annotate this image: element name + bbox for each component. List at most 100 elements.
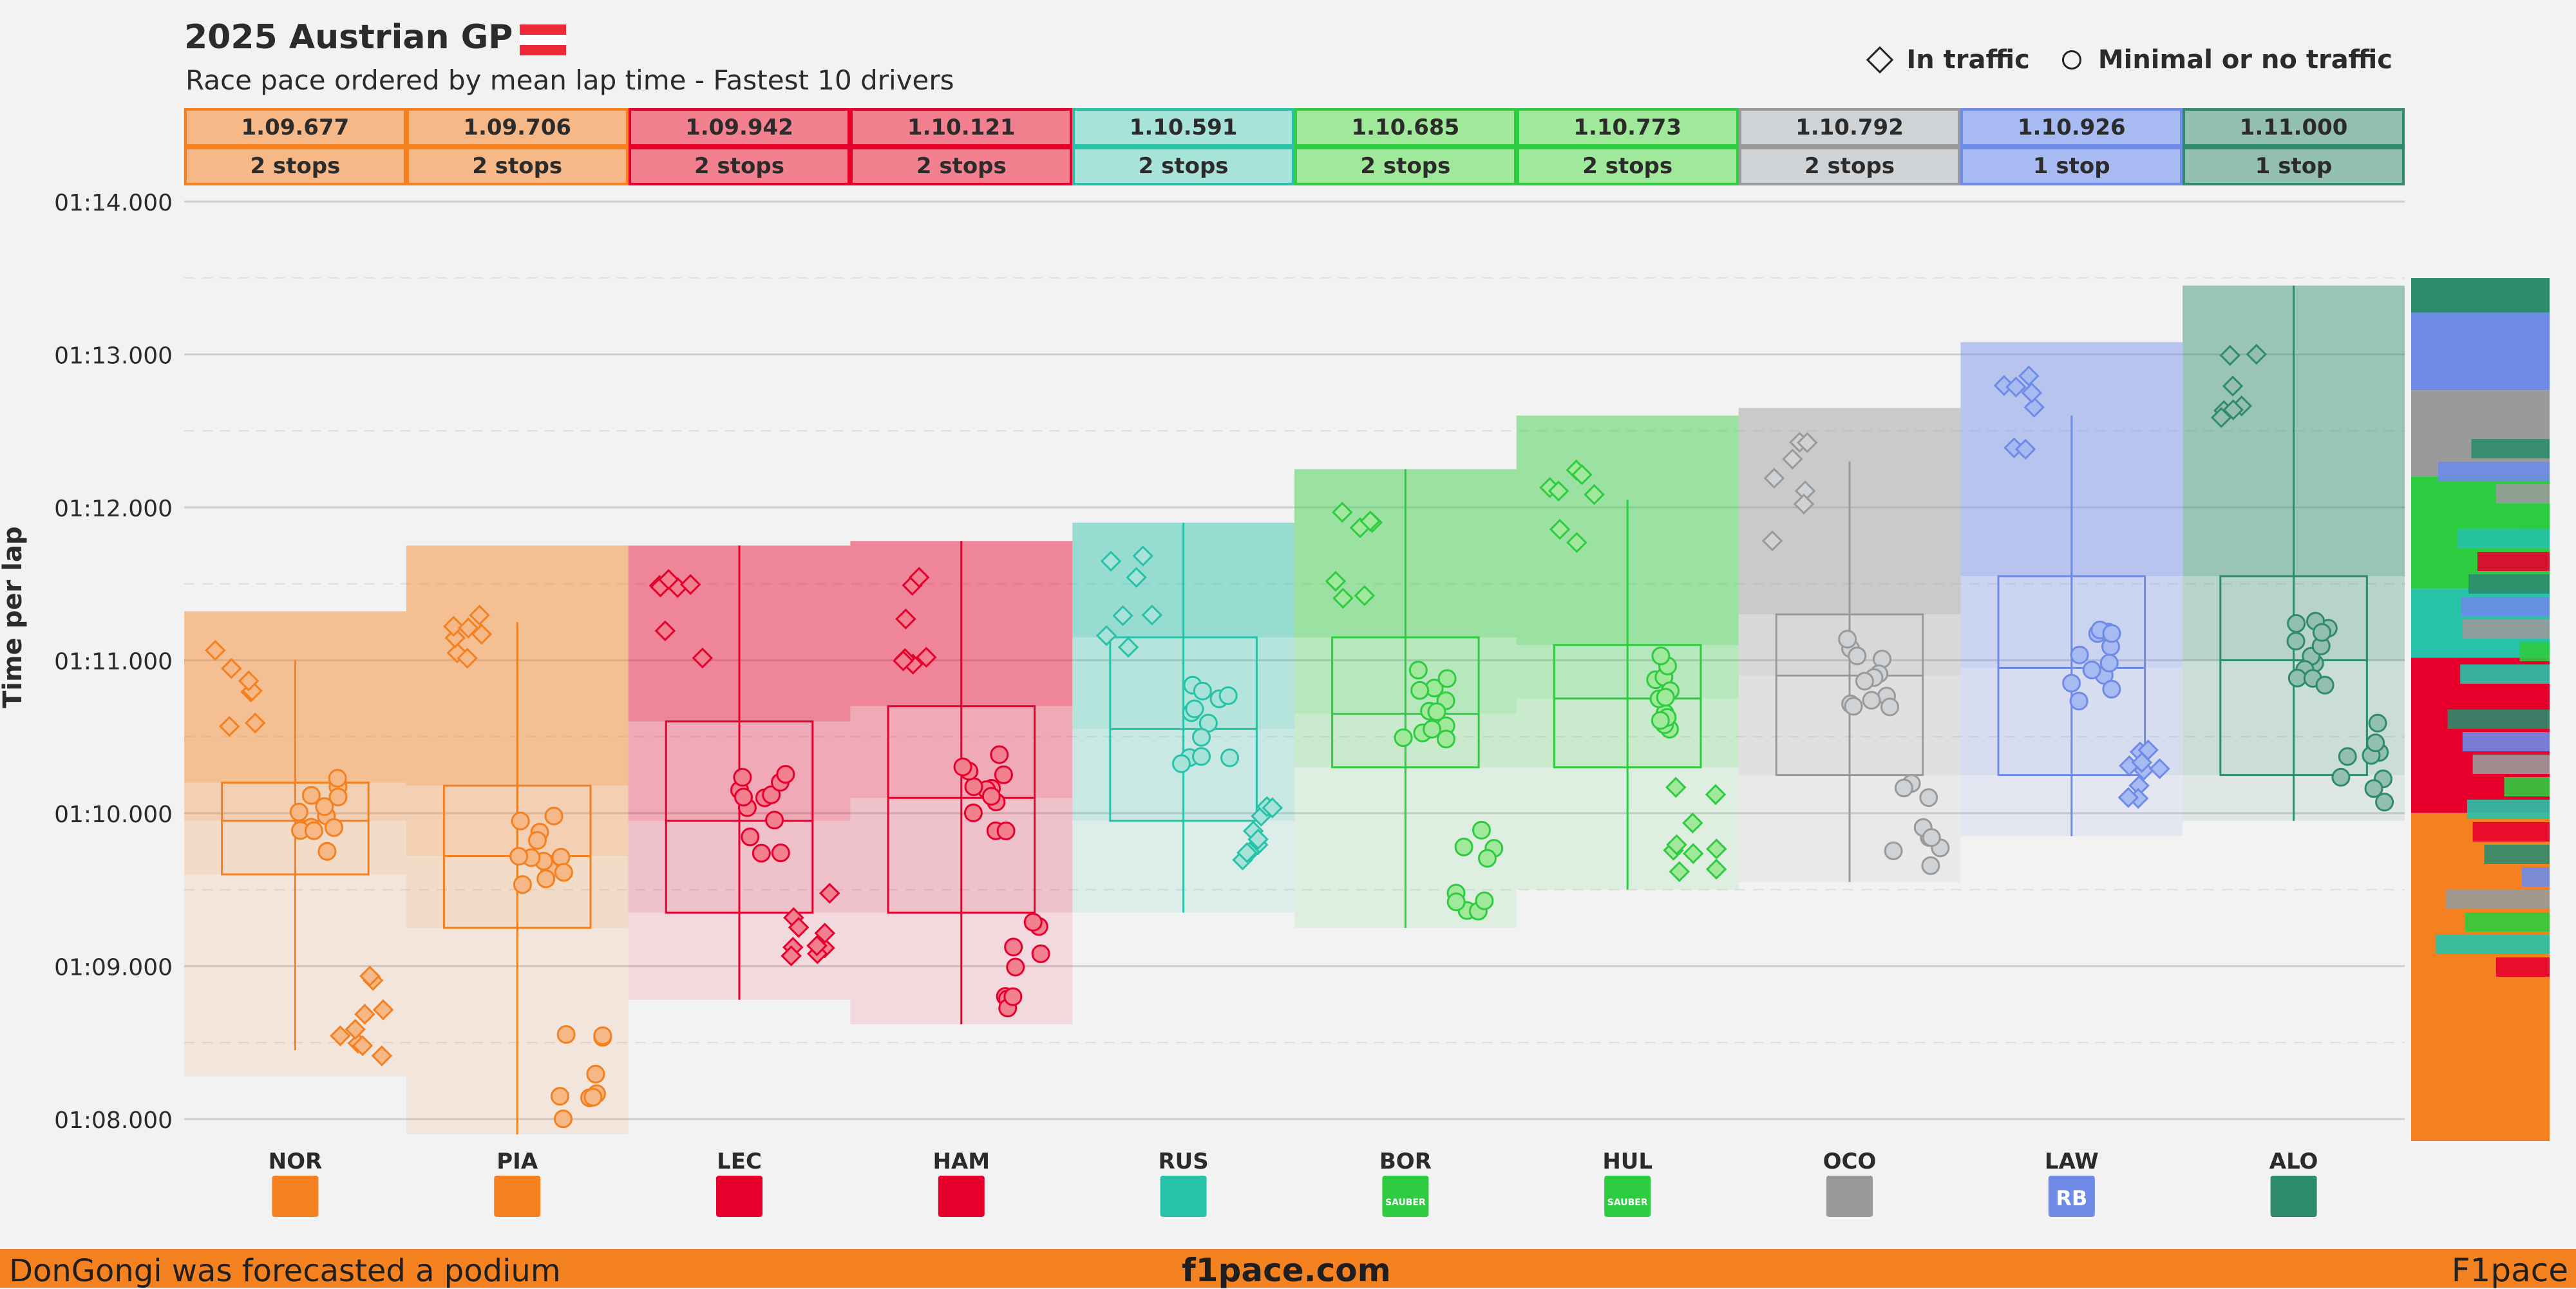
mean-lap-box: 1.09.706 <box>406 108 629 147</box>
team-logo-icon <box>1382 1176 1429 1217</box>
lap-point-no-traffic <box>1454 838 1473 857</box>
team-logo-icon <box>1826 1176 1873 1217</box>
position-strip <box>2460 664 2550 684</box>
lap-point-no-traffic <box>1472 820 1491 840</box>
stops-box: 2 stops <box>406 147 629 185</box>
mean-lap-box: 1.10.685 <box>1294 108 1517 147</box>
team-logo-text: RB <box>2056 1186 2087 1210</box>
lap-point-no-traffic <box>2102 679 2121 699</box>
lap-point-traffic <box>457 617 479 639</box>
lap-point-no-traffic <box>752 843 771 863</box>
team-logo-icon <box>716 1176 762 1217</box>
lap-point-no-traffic <box>1656 688 1675 707</box>
lap-point-traffic <box>1793 493 1815 515</box>
lap-point-traffic <box>2018 365 2040 387</box>
mean-lap-box: 1.09.677 <box>184 108 406 147</box>
position-strip <box>2462 619 2550 639</box>
lap-point-no-traffic <box>1427 702 1446 722</box>
lap-point-traffic <box>1682 813 1703 834</box>
y-tick-label: 01:14.000 <box>54 190 173 216</box>
mean-lap-row: 1.09.677 1.09.706 1.09.942 1.10.121 1.10.591… <box>184 108 2405 147</box>
box <box>1997 575 2146 776</box>
lap-point-traffic <box>1761 530 1783 552</box>
lap-point-no-traffic <box>776 765 795 784</box>
lap-point-traffic <box>814 923 836 944</box>
lap-point-traffic <box>2021 382 2043 404</box>
lap-point-traffic <box>2149 758 2170 780</box>
driver-label: NOR <box>269 1149 323 1174</box>
lap-point-no-traffic <box>994 765 1013 784</box>
lap-point-traffic <box>457 648 478 669</box>
driver-label: HAM <box>933 1149 990 1174</box>
page-title: 2025 Austrian GP <box>184 18 513 57</box>
lap-point-traffic <box>781 945 802 966</box>
stops-box: 2 stops <box>628 147 851 185</box>
lap-point-no-traffic <box>583 1087 603 1107</box>
lap-point-traffic <box>2023 397 2045 418</box>
lap-point-no-traffic <box>1437 729 1456 749</box>
lap-point-traffic <box>2222 399 2244 420</box>
lap-point-traffic <box>1665 776 1687 798</box>
position-strip <box>2496 957 2550 977</box>
lap-point-no-traffic <box>741 827 760 847</box>
stops-box: 2 stops <box>1738 147 1961 185</box>
legend-no-traffic: Minimal or no traffic <box>2098 45 2392 75</box>
lap-point-no-traffic <box>2082 661 2101 680</box>
driver-label: LEC <box>717 1149 762 1174</box>
lap-point-no-traffic <box>536 869 556 889</box>
y-tick-label: 01:11.000 <box>54 649 173 675</box>
lap-point-traffic <box>1332 587 1354 609</box>
lap-point-no-traffic <box>765 811 784 830</box>
lap-point-traffic <box>218 715 240 737</box>
lap-point-traffic <box>916 646 937 668</box>
lap-point-traffic <box>1797 432 1818 453</box>
stops-box: 1 stop <box>2183 147 2405 185</box>
lap-point-no-traffic <box>1844 697 1863 716</box>
lap-point-no-traffic <box>1921 856 1940 875</box>
lap-point-traffic <box>1666 834 1687 856</box>
lap-point-traffic <box>806 935 828 957</box>
lap-point-traffic <box>469 605 490 626</box>
position-strip <box>2504 777 2550 796</box>
lap-point-no-traffic <box>2331 767 2351 787</box>
lap-point-no-traffic <box>1855 672 1874 691</box>
mean-lap-box: 1.10.591 <box>1072 108 1294 147</box>
lap-point-traffic <box>1325 570 1347 592</box>
lap-point-traffic <box>1332 502 1353 523</box>
team-logo-text: SAUBER <box>1385 1198 1426 1208</box>
lap-point-no-traffic <box>1475 891 1494 910</box>
team-logo-icon <box>2048 1176 2095 1217</box>
lap-point-no-traffic <box>1031 944 1050 963</box>
lap-point-no-traffic <box>1220 748 1240 767</box>
legend-traffic: In traffic <box>1906 45 2030 75</box>
lap-point-traffic <box>1682 843 1704 864</box>
austria-flag-icon <box>520 24 566 55</box>
lap-point-no-traffic <box>2375 793 2394 812</box>
team-logo-icon <box>2270 1176 2317 1217</box>
position-strip <box>2472 822 2550 842</box>
lap-point-no-traffic <box>1880 697 1900 717</box>
stops-box: 2 stops <box>1072 147 1294 185</box>
position-strip <box>2471 439 2550 458</box>
lap-point-no-traffic <box>964 777 983 796</box>
driver-label: BOR <box>1379 1149 1432 1174</box>
box <box>2219 575 2368 776</box>
box <box>1775 613 1924 776</box>
lap-point-no-traffic <box>2364 779 2383 798</box>
lap-point-traffic <box>1359 511 1381 532</box>
lap-point-no-traffic <box>289 802 308 822</box>
lap-point-traffic <box>893 650 914 672</box>
position-band <box>2411 278 2550 313</box>
lap-point-no-traffic <box>544 806 564 825</box>
lap-point-traffic <box>2128 775 2150 796</box>
lap-point-traffic <box>2117 787 2139 808</box>
lap-point-no-traffic <box>551 1087 570 1106</box>
lap-point-traffic <box>2014 438 2036 460</box>
lap-point-traffic <box>908 567 930 588</box>
lap-point-traffic <box>679 574 701 596</box>
lap-point-no-traffic <box>1894 778 1913 798</box>
lap-point-traffic <box>330 1025 351 1047</box>
stops-box: 2 stops <box>1516 147 1739 185</box>
lap-point-traffic <box>2222 375 2244 397</box>
lap-point-no-traffic <box>556 1025 576 1044</box>
